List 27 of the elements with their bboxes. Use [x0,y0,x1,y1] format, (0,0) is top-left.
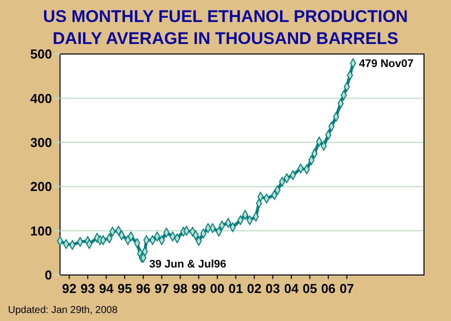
chart-subtitle: DAILY AVERAGE IN THOUSAND BARRELS [52,29,398,48]
text: Updated: Jan 29th, 2008 [8,305,118,316]
x-tick-label: 05 [302,281,318,296]
x-tick-label: 00 [210,281,225,296]
x-tick-label: 01 [228,281,244,296]
annotation: 479 Nov07 [359,58,414,70]
annotation: 39 Jun & Jul96 [149,258,226,271]
x-tick-label: 95 [117,281,132,296]
x-tick-label: 99 [192,281,206,296]
x-tick-label: 93 [80,281,95,296]
y-tick-label: 400 [30,90,52,106]
x-tick-label: 07 [340,281,354,296]
chart-title: US MONTHLY FUEL ETHANOL PRODUCTION [43,7,408,26]
x-tick-label: 02 [247,281,262,296]
x-tick-label: 92 [62,281,76,296]
y-tick-label: 0 [44,268,52,283]
x-tick-label: 96 [136,281,150,296]
y-tick-label: 500 [30,46,52,62]
x-tick-label: 06 [321,281,336,296]
y-tick-label: 300 [30,134,52,150]
x-tick-label: 04 [284,281,300,296]
x-tick-label: 98 [173,281,188,296]
x-tick-label: 03 [266,281,280,296]
x-tick-label: 97 [154,281,169,296]
y-tick-label: 200 [30,179,52,194]
x-tick-label: 94 [98,281,114,296]
y-tick-label: 100 [30,223,52,238]
